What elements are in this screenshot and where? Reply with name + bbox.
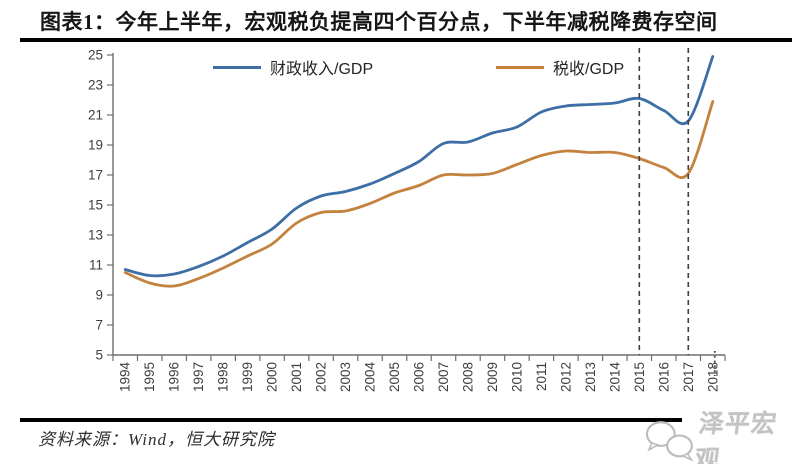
chart-title: 图表1：今年上半年，宏观税负提高四个百分点，下半年减税降费存空间 (40, 10, 718, 34)
x-axis-label: 2003 (338, 362, 353, 392)
x-axis-label: 2000 (265, 362, 280, 392)
x-axis-label: 2004 (363, 362, 378, 393)
chart-legend: 财政收入/GDP 税收/GDP (0, 56, 800, 80)
footer-divider-line (20, 418, 682, 422)
x-axis-label: 2006 (412, 362, 427, 392)
x-axis-label: 2008 (460, 362, 475, 392)
wechat-bubbles-icon (645, 421, 694, 462)
x-axis-label: 2013 (583, 362, 598, 392)
y-axis-label: 11 (89, 258, 103, 273)
title-divider-line (20, 38, 792, 42)
y-axis-label: 7 (95, 318, 103, 333)
legend-item-tax-revenue: 税收/GDP (496, 56, 624, 78)
y-axis-label: 25 (88, 48, 103, 63)
watermark-text: 泽平宏观 (693, 410, 780, 464)
y-axis-label: 13 (88, 228, 103, 243)
x-axis-label: 1998 (216, 362, 231, 392)
x-axis-label: 1996 (167, 362, 182, 392)
x-axis-label: 1999 (240, 362, 255, 392)
series-line-tax-revenue (123, 100, 715, 288)
x-axis-label: 2001 (289, 362, 304, 392)
x-axis-label: 2007 (436, 362, 451, 392)
x-axis-label: 1997 (191, 362, 206, 392)
x-axis-label: 2011 (534, 362, 549, 391)
x-axis-label: 2017 (681, 362, 696, 392)
x-axis-label: 2005 (387, 362, 402, 392)
legend-label: 财政收入/GDP (270, 61, 374, 78)
y-axis-label: 15 (88, 198, 103, 213)
legend-line-swatch-blue (213, 65, 261, 69)
x-axis-label: 2016 (656, 362, 671, 392)
x-axis-label: 2014 (607, 362, 622, 393)
y-axis-label: 21 (88, 108, 103, 123)
x-axis-label: 1995 (142, 362, 157, 392)
data-source-note: 资料来源：Wind，恒大研究院 (38, 430, 275, 449)
x-axis-label: 2018 (705, 362, 720, 392)
x-axis-label: 1994 (118, 362, 133, 393)
y-axis-label: 17 (88, 168, 103, 183)
legend-line-swatch-orange (496, 65, 544, 69)
y-axis-label: 23 (88, 78, 103, 93)
legend-item-fiscal-revenue: 财政收入/GDP (213, 56, 373, 78)
x-axis-label: 2002 (314, 362, 329, 392)
series-line-fiscal-revenue (123, 55, 715, 278)
x-axis-label: 2009 (485, 362, 500, 392)
x-axis-label: 2015 (632, 362, 647, 392)
y-axis-label: 5 (95, 348, 103, 363)
y-axis-label: 19 (88, 138, 103, 153)
legend-label: 税收/GDP (553, 61, 625, 78)
watermark-logo: 泽平宏观 (644, 404, 800, 464)
x-axis-label: 2010 (509, 362, 524, 392)
x-axis-label: 2012 (558, 362, 573, 392)
y-axis-label: 9 (95, 288, 103, 303)
